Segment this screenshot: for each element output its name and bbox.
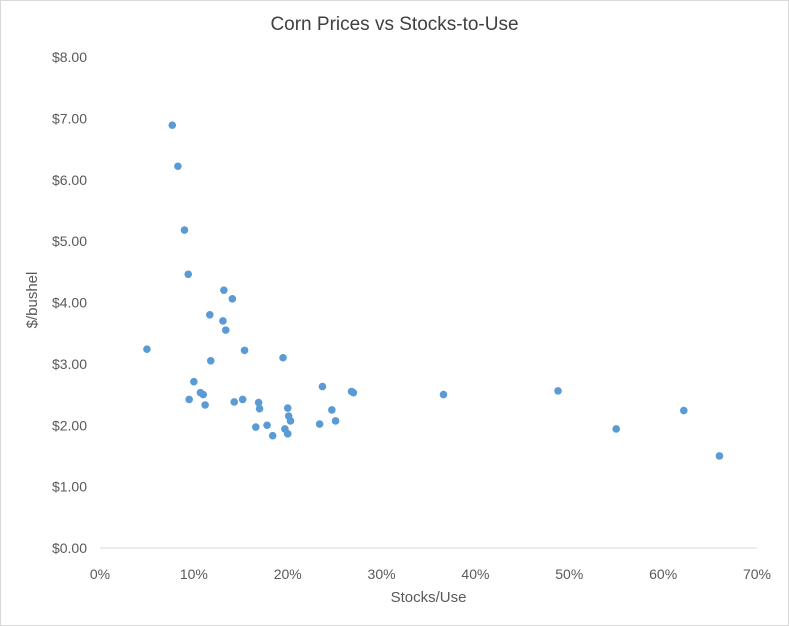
x-tick-label: 50% bbox=[555, 566, 583, 582]
data-point bbox=[168, 121, 177, 129]
data-point bbox=[554, 387, 562, 395]
y-tick-label: $8.00 bbox=[52, 49, 87, 65]
data-point bbox=[185, 395, 193, 404]
x-tick-labels: 0% 10% 20% 30% 40% 50% 60% 70% bbox=[90, 566, 771, 582]
y-tick-label: $2.00 bbox=[52, 417, 87, 433]
y-tick-label: $4.00 bbox=[52, 295, 87, 311]
x-tick-label: 20% bbox=[274, 566, 302, 582]
data-point bbox=[143, 345, 151, 353]
y-tick-label: $0.00 bbox=[52, 540, 87, 556]
x-tick-label: 40% bbox=[461, 566, 489, 582]
data-point bbox=[221, 326, 230, 334]
chart-title: Corn Prices vs Stocks-to-Use bbox=[270, 14, 519, 35]
y-tick-label: $6.00 bbox=[52, 172, 87, 188]
data-point bbox=[199, 390, 208, 399]
data-point bbox=[255, 404, 264, 413]
data-point bbox=[174, 162, 182, 171]
data-point bbox=[206, 310, 214, 319]
y-tick-label: $3.00 bbox=[52, 356, 87, 372]
data-point bbox=[331, 417, 340, 425]
data-point bbox=[230, 398, 239, 406]
data-point bbox=[349, 388, 358, 397]
x-tick-label: 0% bbox=[90, 566, 110, 582]
data-point bbox=[612, 425, 621, 433]
x-tick-label: 10% bbox=[180, 566, 208, 582]
data-point bbox=[206, 357, 215, 365]
data-point bbox=[439, 390, 448, 399]
data-point bbox=[240, 346, 249, 355]
data-point bbox=[238, 395, 247, 404]
data-point bbox=[263, 421, 271, 430]
data-point bbox=[220, 286, 228, 295]
data-point bbox=[328, 406, 336, 414]
x-tick-label: 70% bbox=[743, 566, 771, 582]
data-point bbox=[180, 226, 189, 234]
y-tick-labels: $0.00 $1.00 $2.00 $3.00 $4.00 $5.00 $6.00 $7.00… bbox=[52, 49, 87, 556]
data-point bbox=[283, 404, 292, 412]
data-point bbox=[715, 452, 724, 460]
data-points bbox=[143, 121, 724, 460]
y-tick-label: $1.00 bbox=[52, 479, 87, 495]
data-point bbox=[286, 417, 295, 425]
y-tick-label: $7.00 bbox=[52, 110, 87, 126]
data-point bbox=[219, 317, 227, 325]
data-point bbox=[315, 420, 324, 428]
data-point bbox=[254, 398, 263, 407]
data-point bbox=[318, 382, 327, 391]
data-point bbox=[184, 270, 193, 279]
data-point bbox=[679, 406, 688, 415]
data-point bbox=[201, 401, 209, 409]
x-tick-label: 30% bbox=[368, 566, 396, 582]
data-point bbox=[228, 295, 237, 303]
x-tick-label: 60% bbox=[649, 566, 677, 582]
data-point bbox=[283, 430, 292, 438]
data-point bbox=[279, 353, 287, 362]
data-point bbox=[252, 423, 260, 431]
y-tick-label: $5.00 bbox=[52, 233, 87, 249]
x-axis-title: Stocks/Use bbox=[390, 589, 467, 606]
data-point bbox=[268, 431, 277, 440]
data-point bbox=[190, 377, 198, 386]
